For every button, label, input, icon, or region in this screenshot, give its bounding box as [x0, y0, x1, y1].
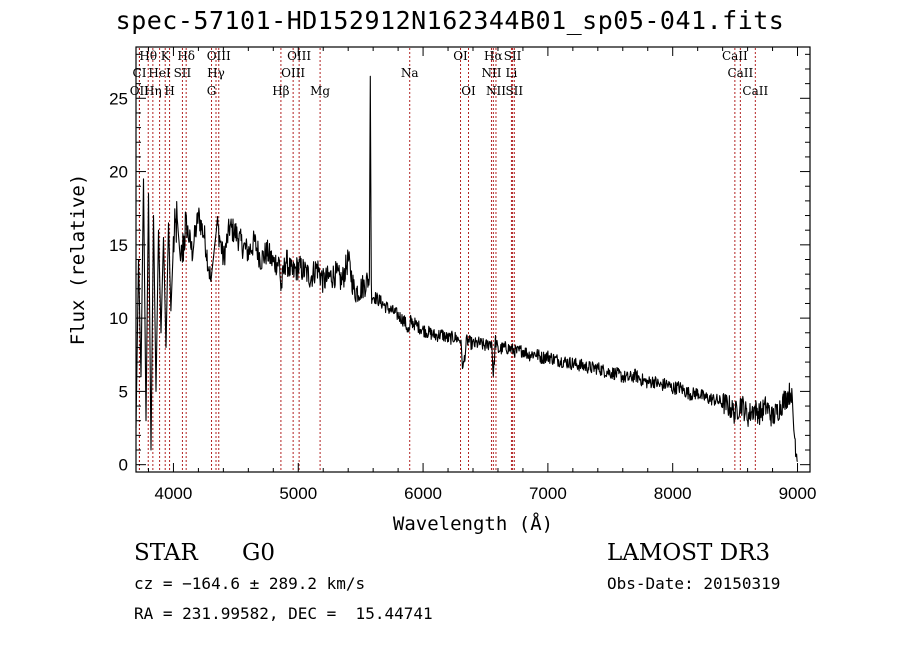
plot-frame [136, 47, 810, 472]
spectral-line-label: SII [504, 49, 522, 63]
spectral-line-label: NII [486, 84, 506, 98]
spectral-line-label: SII [505, 84, 523, 98]
sky-coordinates: RA = 231.99582, DEC = 15.44741 [134, 604, 433, 623]
y-tick-label: 10 [109, 309, 128, 328]
object-subclass: G0 [242, 540, 275, 566]
spectral-line-label: H [164, 84, 174, 98]
spectral-line-label: OIII [207, 49, 231, 63]
spectral-line-label: SII [174, 66, 192, 80]
spectral-line-label: Hδ [177, 49, 195, 63]
plot-axes: 4000 5000 6000 7000 8000 9000 0 5 10 15 20 25 Wavele… [67, 47, 816, 535]
spectral-line-label: OIII [281, 66, 305, 80]
object-class: STAR [134, 540, 198, 566]
x-axis-label: Wavelength (Å) [393, 512, 553, 535]
spectral-line-label: CI [133, 66, 147, 80]
observation-date: Obs-Date: 20150319 [607, 574, 780, 593]
spectral-line-label: HeI [148, 66, 171, 80]
spectral-line-label: OI [453, 49, 468, 63]
spectral-line-label: Hθ [139, 49, 157, 63]
y-tick-label: 5 [119, 382, 128, 401]
spectral-line-label: Li [506, 66, 518, 80]
x-tick-label: 4000 [155, 484, 193, 503]
x-tick-label: 8000 [654, 484, 692, 503]
x-tick-label: 6000 [404, 484, 442, 503]
spectral-line-label: NII [481, 66, 501, 80]
y-tick-label: 15 [109, 236, 128, 255]
spectral-line-label: CaII [722, 49, 748, 63]
spectral-line-label: Mg [310, 84, 330, 98]
y-axis-label: Flux (relative) [67, 174, 89, 346]
spectral-line-markers [139, 48, 755, 471]
spectral-line-label: Hη [144, 84, 162, 98]
y-tick-label: 25 [109, 89, 128, 108]
y-tick-label: 20 [109, 163, 128, 182]
spectral-line-label: K [161, 49, 171, 63]
spectrum-line [136, 76, 798, 461]
spectral-line-label: OIII [287, 49, 311, 63]
spectral-line-label: Hβ [272, 84, 289, 98]
spectral-line-label: CaII [727, 66, 753, 80]
x-tick-label: 9000 [779, 484, 817, 503]
redshift-velocity: cz = −164.6 ± 289.2 km/s [134, 574, 365, 593]
y-tick-label: 0 [119, 456, 128, 475]
spectral-line-label: Na [401, 66, 419, 80]
x-tick-label: 7000 [529, 484, 567, 503]
spectral-line-label: CaII [742, 84, 768, 98]
survey-name: LAMOST DR3 [607, 540, 770, 566]
x-tick-label: 5000 [279, 484, 317, 503]
spectral-line-label: Hγ [207, 66, 225, 80]
spectral-line-label: G [207, 84, 217, 98]
spectral-line-label: Hα [484, 49, 503, 63]
spectral-line-label: OI [461, 84, 476, 98]
spectrum-series [136, 76, 798, 461]
